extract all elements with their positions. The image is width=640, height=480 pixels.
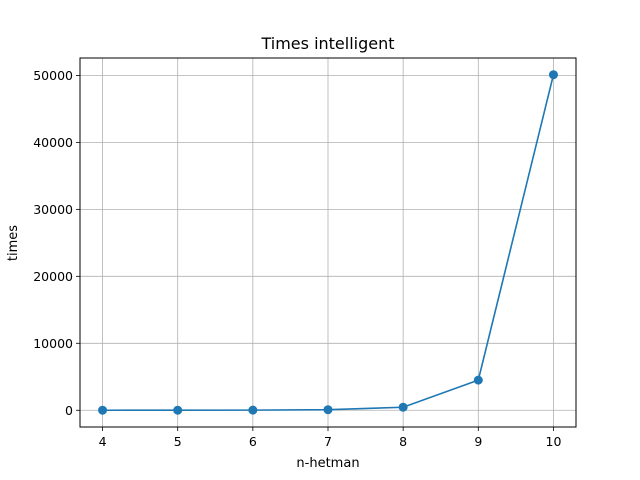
- y-tick-label: 0: [65, 403, 73, 418]
- chart-title: Times intelligent: [260, 34, 394, 53]
- x-tick-label: 5: [174, 434, 182, 449]
- data-point: [398, 402, 408, 412]
- x-tick-label: 8: [399, 434, 407, 449]
- data-point: [248, 405, 258, 415]
- data-point: [473, 375, 483, 385]
- x-axis-label: n-hetman: [296, 456, 359, 471]
- y-tick-label: 30000: [33, 202, 73, 217]
- data-point: [98, 405, 108, 415]
- series-group: [98, 70, 558, 415]
- grid: [80, 58, 576, 427]
- x-tick-label: 10: [546, 434, 562, 449]
- x-tick-label: 7: [324, 434, 332, 449]
- y-tick-label: 10000: [33, 336, 73, 351]
- data-point: [548, 70, 558, 80]
- data-point: [323, 405, 333, 415]
- y-tick-label: 20000: [33, 269, 73, 284]
- ticks: 4 5 6 7 8 9 10 0 10000 20000 30000 40000 50000: [33, 68, 561, 449]
- data-point: [173, 405, 183, 415]
- x-tick-label: 4: [99, 434, 107, 449]
- y-axis-label: times: [6, 225, 21, 261]
- y-tick-label: 50000: [33, 68, 73, 83]
- x-tick-label: 9: [474, 434, 482, 449]
- x-tick-label: 6: [249, 434, 257, 449]
- y-tick-label: 40000: [33, 135, 73, 150]
